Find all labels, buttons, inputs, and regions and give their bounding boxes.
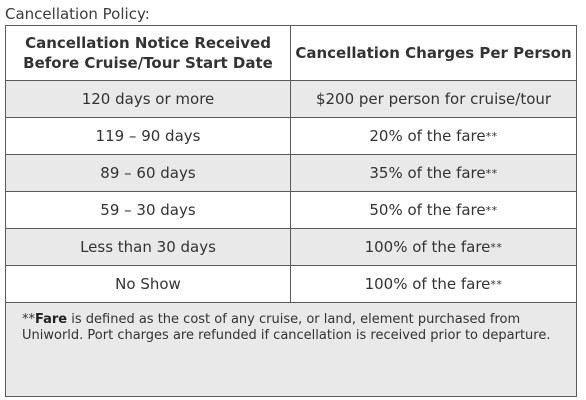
footnote-mark: **	[485, 203, 498, 217]
charge-cell: 100% of the fare**	[290, 228, 577, 266]
notice-cell: 120 days or more	[5, 80, 291, 118]
table-row: Less than 30 days 100% of the fare**	[5, 228, 577, 266]
header-charges: Cancellation Charges Per Person	[290, 25, 577, 81]
notice-cell: 119 – 90 days	[5, 117, 291, 155]
notice-cell: No Show	[5, 265, 291, 303]
charge-cell: 35% of the fare**	[290, 154, 577, 192]
footnote-term: Fare	[35, 312, 68, 327]
charge-text: 20% of the fare	[369, 126, 486, 145]
footnote-text: is defined as the cost of any cruise, or…	[22, 312, 551, 343]
table-row: 120 days or more $200 per person for cru…	[5, 80, 577, 118]
table-row: No Show 100% of the fare**	[5, 265, 577, 303]
page-title: Cancellation Policy:	[5, 5, 150, 23]
charge-text: 100% of the fare	[364, 274, 491, 293]
cancellation-policy-table: Cancellation Notice Received Before Crui…	[5, 25, 577, 397]
footnote-mark: **	[485, 129, 498, 143]
header-notice: Cancellation Notice Received Before Crui…	[5, 25, 291, 81]
charge-cell: 20% of the fare**	[290, 117, 577, 155]
table-row: 119 – 90 days 20% of the fare**	[5, 117, 577, 155]
charge-text: $200 per person for cruise/tour	[315, 89, 552, 108]
header-notice-line2: Before Cruise/Tour Start Date	[23, 54, 273, 72]
header-notice-line1: Cancellation Notice Received	[25, 34, 271, 52]
footnote-row: **Fare is defined as the cost of any cru…	[5, 302, 577, 397]
charge-text: 50% of the fare	[369, 200, 486, 219]
table-row: 89 – 60 days 35% of the fare**	[5, 154, 577, 192]
notice-cell: 59 – 30 days	[5, 191, 291, 229]
notice-cell: Less than 30 days	[5, 228, 291, 266]
table-row: 59 – 30 days 50% of the fare**	[5, 191, 577, 229]
table-header-row: Cancellation Notice Received Before Crui…	[5, 25, 577, 81]
footnote-marker: **	[22, 312, 35, 327]
charge-cell: $200 per person for cruise/tour	[290, 80, 577, 118]
footnote-mark: **	[485, 166, 498, 180]
charge-text: 35% of the fare	[369, 163, 486, 182]
footnote-mark: **	[490, 240, 503, 254]
charge-cell: 50% of the fare**	[290, 191, 577, 229]
charge-cell: 100% of the fare**	[290, 265, 577, 303]
charge-text: 100% of the fare	[364, 237, 491, 256]
footnote-mark: **	[490, 277, 503, 291]
notice-cell: 89 – 60 days	[5, 154, 291, 192]
footnote: **Fare is defined as the cost of any cru…	[5, 302, 577, 397]
